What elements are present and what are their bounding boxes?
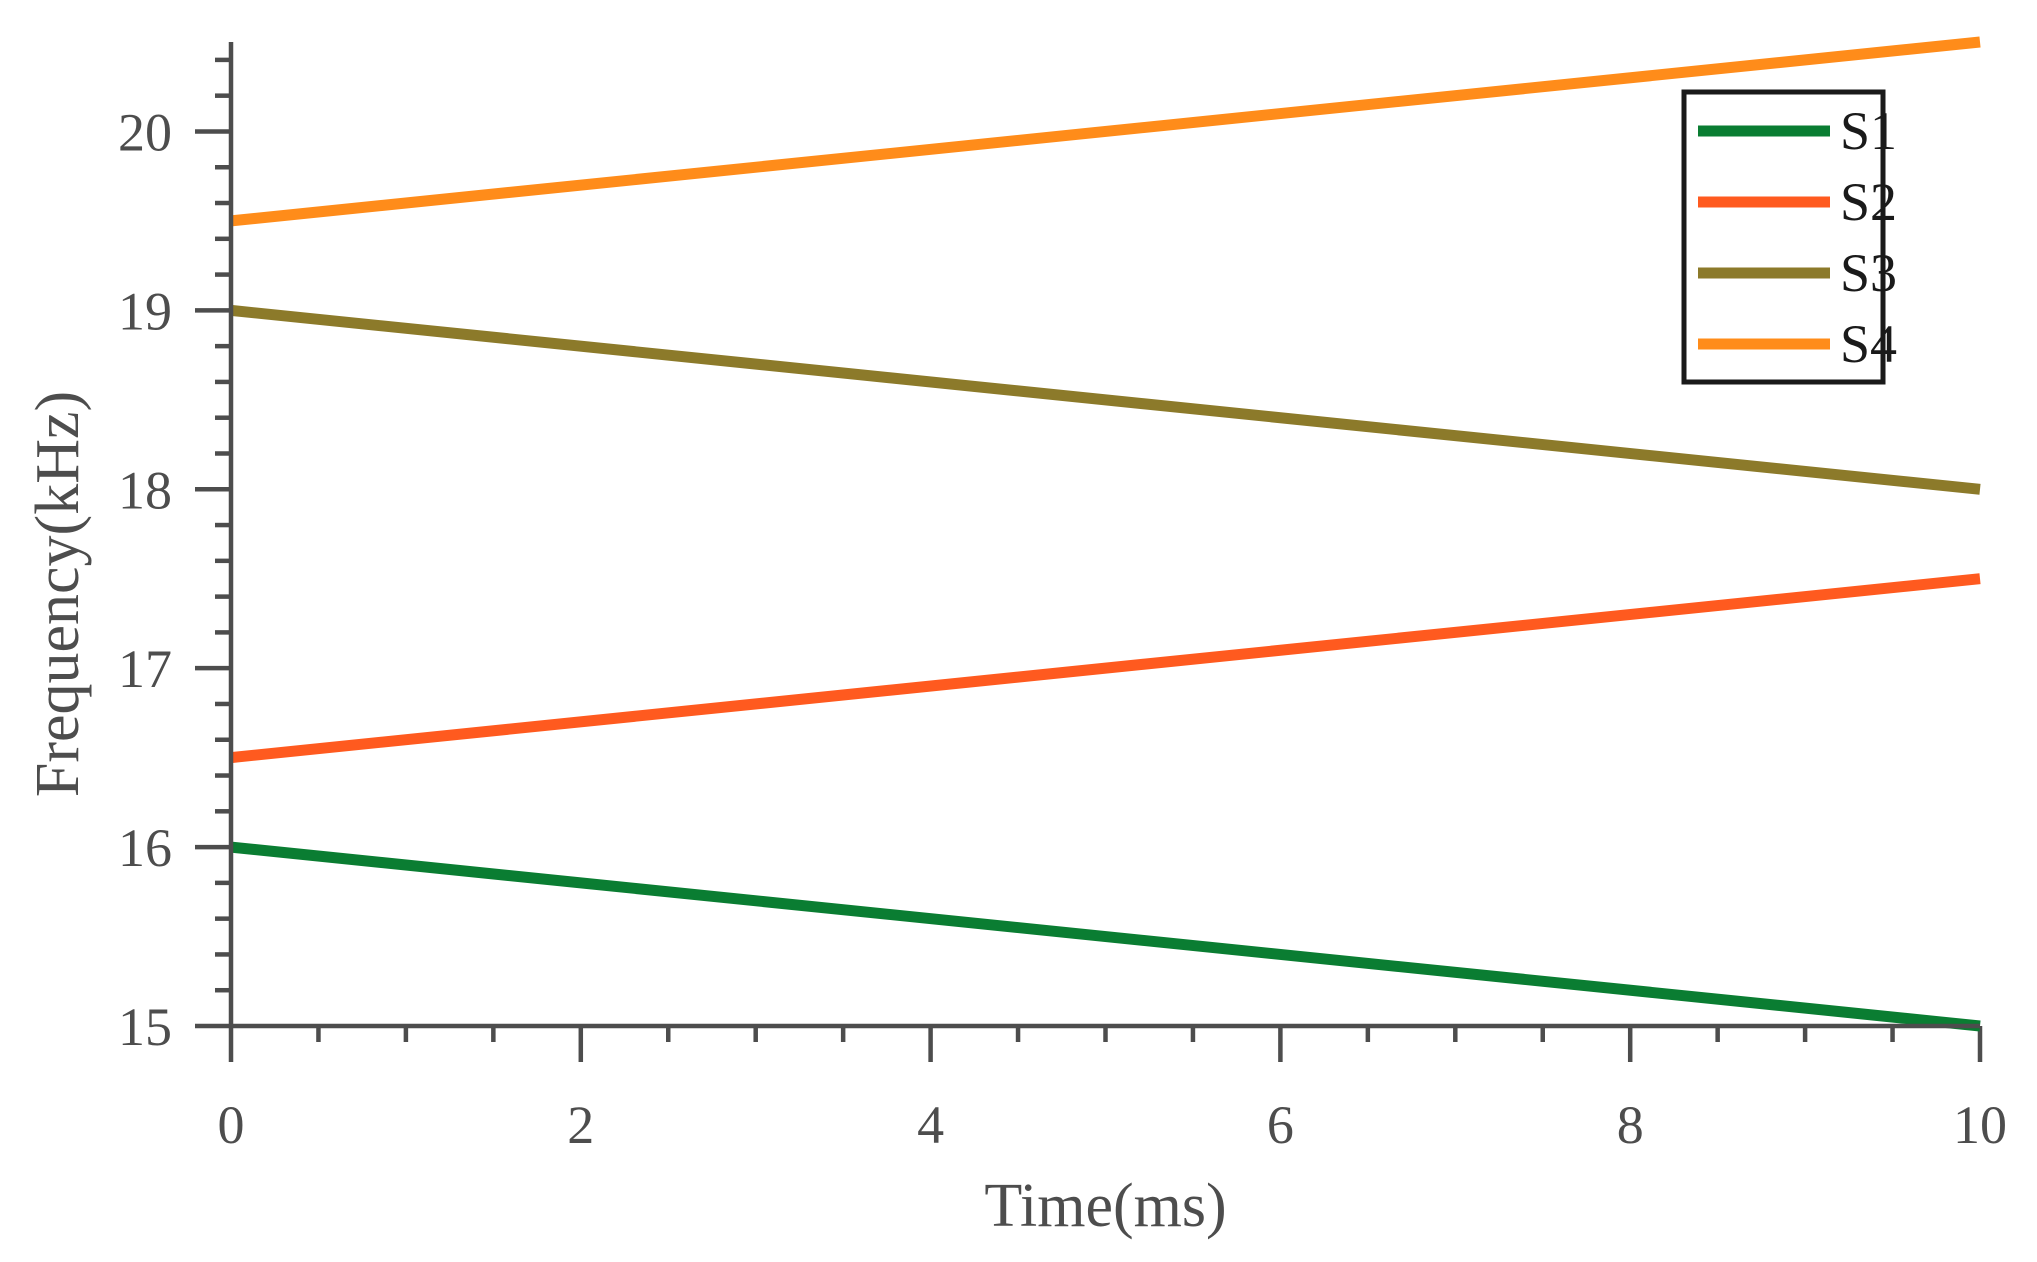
y-tick-label: 20: [118, 102, 172, 162]
x-tick-label: 6: [1267, 1095, 1294, 1155]
y-tick-label: 17: [118, 639, 172, 699]
series-line-s4: [230, 36, 1981, 227]
legend-label-s4: S4: [1840, 314, 1897, 374]
legend-label-s2: S2: [1840, 172, 1897, 232]
minor-ticks: [215, 57, 1895, 1042]
legend-items: S1 S2 S3 S4: [1698, 101, 1897, 374]
x-tick-label: 8: [1617, 1095, 1644, 1155]
x-tick-labels: 0 2 4 6 8 10: [218, 1095, 2008, 1155]
y-axis-label: Frequency(kHz): [24, 391, 92, 797]
x-tick-label: 4: [917, 1095, 944, 1155]
x-tick-label: 10: [1953, 1095, 2007, 1155]
y-tick-label: 18: [118, 460, 172, 520]
series-lines: [230, 36, 1981, 1032]
series-line-s2: [230, 573, 1981, 764]
y-tick-labels: 15 16 17 18 19 20: [118, 102, 172, 1057]
major-ticks: [195, 129, 1983, 1062]
legend-label-s1: S1: [1840, 101, 1897, 161]
series-line-s1: [230, 841, 1981, 1032]
legend-label-s3: S3: [1840, 243, 1897, 303]
x-tick-label: 0: [218, 1095, 245, 1155]
y-tick-label: 16: [118, 818, 172, 878]
y-tick-label: 19: [118, 281, 172, 341]
series-line-s3: [230, 304, 1981, 495]
x-tick-label: 2: [567, 1095, 594, 1155]
x-axis-label: Time(ms): [984, 1172, 1226, 1240]
legend: S1 S2 S3 S4: [1681, 89, 1897, 385]
y-tick-label: 15: [118, 997, 172, 1057]
legend-box: [1681, 89, 1886, 385]
